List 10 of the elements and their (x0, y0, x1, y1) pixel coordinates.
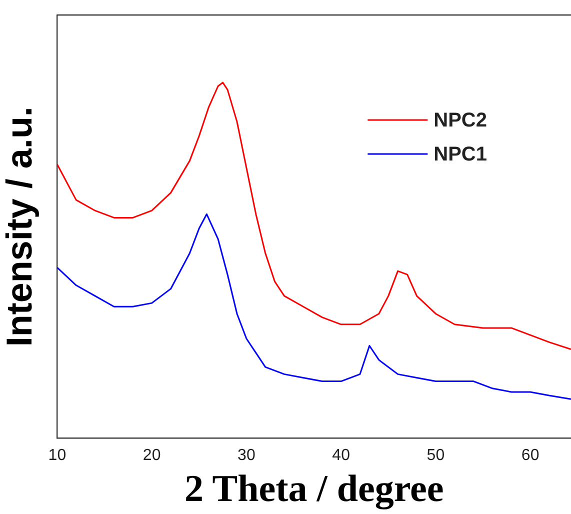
x-tick-label: 40 (332, 447, 350, 464)
x-tick-label: 60 (521, 447, 540, 464)
y-axis-title: Intensity / a.u. (0, 106, 40, 347)
legend-label: NPC1 (434, 144, 488, 166)
x-tick-label: 50 (426, 447, 445, 464)
legend-label: NPC2 (434, 110, 488, 132)
x-tick-label: 10 (48, 447, 66, 464)
x-tick-label: 30 (238, 447, 256, 464)
x-tick-label: 20 (142, 447, 161, 464)
x-axis-title: 2 Theta / degree (184, 468, 444, 510)
